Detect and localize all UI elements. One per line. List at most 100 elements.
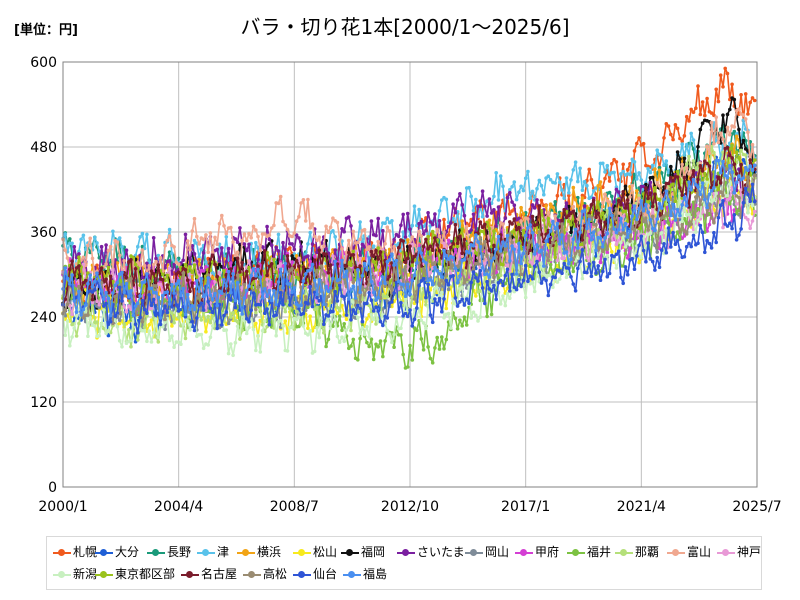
data-point [508, 296, 512, 301]
data-point [233, 253, 238, 258]
data-point [63, 232, 68, 236]
data-point [553, 214, 557, 218]
data-point [603, 176, 607, 181]
data-point [251, 327, 256, 332]
data-point [299, 244, 303, 249]
data-point [322, 331, 326, 335]
data-point [655, 148, 659, 152]
data-point [63, 248, 68, 252]
data-point [485, 199, 489, 203]
data-point [297, 315, 301, 320]
data-point [294, 219, 299, 223]
data-point [97, 334, 102, 338]
data-point [229, 225, 233, 230]
data-point [548, 177, 553, 182]
data-point [204, 233, 208, 237]
data-point [308, 226, 313, 230]
data-point [108, 244, 113, 249]
data-point [471, 208, 476, 213]
data-point [226, 351, 231, 356]
data-point [657, 184, 662, 188]
data-point [485, 214, 489, 218]
data-point [231, 353, 235, 358]
data-point [93, 235, 97, 240]
data-point [614, 160, 619, 164]
data-point [347, 215, 351, 219]
data-point [247, 265, 251, 270]
data-point [718, 73, 723, 77]
data-point [381, 228, 385, 233]
data-point [349, 328, 353, 333]
data-point [553, 200, 557, 204]
data-point [206, 250, 210, 255]
data-point [115, 240, 120, 244]
data-point [746, 130, 750, 135]
data-point [201, 251, 206, 255]
data-point [290, 325, 294, 330]
data-point [292, 247, 297, 252]
data-point [555, 258, 560, 263]
data-point [451, 202, 455, 206]
data-point [564, 201, 569, 205]
data-point [115, 325, 120, 329]
data-point [290, 234, 294, 239]
data-point [621, 169, 625, 174]
data-point [70, 259, 74, 264]
data-point [691, 159, 696, 163]
data-point [666, 221, 671, 225]
data-point [655, 250, 659, 254]
data-point [204, 260, 208, 264]
data-point [145, 232, 149, 237]
data-point [308, 259, 313, 264]
data-point [111, 268, 115, 273]
data-point [106, 333, 111, 338]
data-point [399, 326, 403, 331]
data-point [188, 248, 192, 252]
data-point [614, 242, 619, 247]
data-point [235, 250, 240, 254]
data-point [235, 240, 240, 245]
data-point [485, 268, 489, 273]
data-point [469, 316, 474, 320]
data-point [571, 204, 576, 209]
data-point [433, 346, 437, 350]
data-point [732, 97, 737, 102]
data-point [79, 237, 83, 242]
data-point [140, 231, 145, 236]
data-point [226, 246, 231, 251]
data-point [265, 277, 269, 282]
data-point [390, 219, 394, 223]
data-point [580, 276, 585, 281]
data-point [435, 335, 440, 340]
data-point [315, 238, 319, 243]
data-point [258, 307, 263, 312]
data-point [680, 142, 684, 146]
data-point [381, 354, 385, 359]
data-point [70, 312, 74, 317]
data-point [206, 343, 210, 347]
data-point [231, 240, 235, 244]
data-point [521, 228, 526, 233]
data-point [521, 188, 526, 193]
data-point [70, 241, 74, 246]
data-point [142, 328, 147, 333]
data-point [648, 180, 653, 185]
data-point [444, 197, 449, 202]
data-point [601, 185, 605, 189]
data-point [97, 303, 102, 307]
data-point [460, 219, 465, 223]
data-point [505, 263, 510, 267]
data-point [161, 272, 165, 277]
data-point [222, 224, 226, 228]
data-point [746, 217, 750, 222]
data-point [317, 335, 322, 340]
data-point [628, 172, 632, 177]
data-point [95, 241, 99, 245]
data-point [315, 326, 319, 330]
data-point [383, 339, 387, 343]
data-point [156, 253, 161, 258]
data-point [197, 242, 201, 246]
data-point [133, 262, 138, 267]
data-point [705, 144, 709, 148]
data-point [703, 113, 707, 118]
